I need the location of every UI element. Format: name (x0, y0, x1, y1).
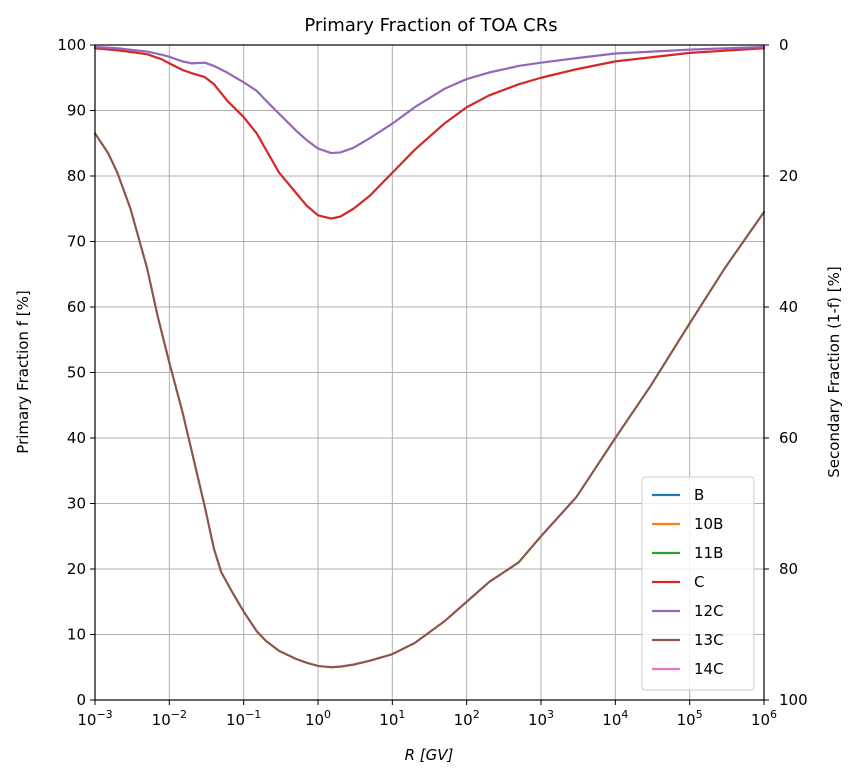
secondary-y-axis: 0 20 40 60 80 100 (764, 36, 808, 709)
x-axis-label: R [GV] (405, 746, 454, 764)
chart-title: Primary Fraction of TOA CRs (304, 15, 557, 36)
x-tick-label: 106 (751, 708, 777, 729)
series-line-12C (93, 45, 766, 155)
y-tick-label: 100 (57, 36, 86, 54)
x-tick-label: 10−3 (77, 708, 112, 729)
legend-label: 12C (694, 602, 724, 620)
y-tick-label: 30 (67, 495, 86, 513)
x-tick-label: 101 (379, 708, 405, 729)
secondary-y-axis-label: Secondary Fraction (1-f) [%] (825, 266, 843, 478)
legend-label: B (694, 486, 704, 504)
y2-tick-label: 40 (779, 298, 798, 316)
grid (95, 45, 764, 700)
y2-tick-label: 100 (779, 691, 808, 709)
y-tick-label: 70 (67, 233, 86, 251)
legend-label: 11B (694, 544, 723, 562)
y-tick-label: 90 (67, 102, 86, 120)
y-tick-label: 50 (67, 364, 86, 382)
x-tick-label: 100 (305, 708, 331, 729)
legend-label: 10B (694, 515, 723, 533)
x-tick-label: 105 (677, 708, 703, 729)
y2-tick-label: 0 (779, 36, 789, 54)
series-line-C (93, 47, 766, 220)
x-tick-label: 102 (454, 708, 480, 729)
y-tick-label: 0 (76, 691, 86, 709)
y-tick-label: 20 (67, 560, 86, 578)
x-tick-label: 10−1 (226, 708, 261, 729)
y2-tick-label: 80 (779, 560, 798, 578)
series-layer (93, 45, 766, 669)
x-tick-label: 104 (602, 708, 628, 729)
legend-box (641, 476, 755, 691)
legend-label: 13C (694, 631, 724, 649)
y-tick-label: 60 (67, 298, 86, 316)
y2-tick-label: 60 (779, 429, 798, 447)
legend-label: C (694, 573, 704, 591)
legend-label: 14C (694, 660, 724, 678)
y-axis: 0 10 20 30 40 50 60 70 80 90 100 (57, 36, 95, 709)
series-line-13C (93, 132, 766, 669)
y-tick-label: 10 (67, 626, 86, 644)
y2-tick-label: 20 (779, 167, 798, 185)
x-tick-label: 103 (528, 708, 554, 729)
x-axis: 10−3 10−2 10−1 100 101 102 103 104 105 106 (77, 700, 777, 729)
y-axis-label: Primary Fraction f [%] (14, 290, 32, 453)
legend: B 10B 11B C 12C 13C 14C (641, 476, 755, 691)
y-tick-label: 80 (67, 167, 86, 185)
x-tick-label: 10−2 (152, 708, 187, 729)
y-tick-label: 40 (67, 429, 86, 447)
